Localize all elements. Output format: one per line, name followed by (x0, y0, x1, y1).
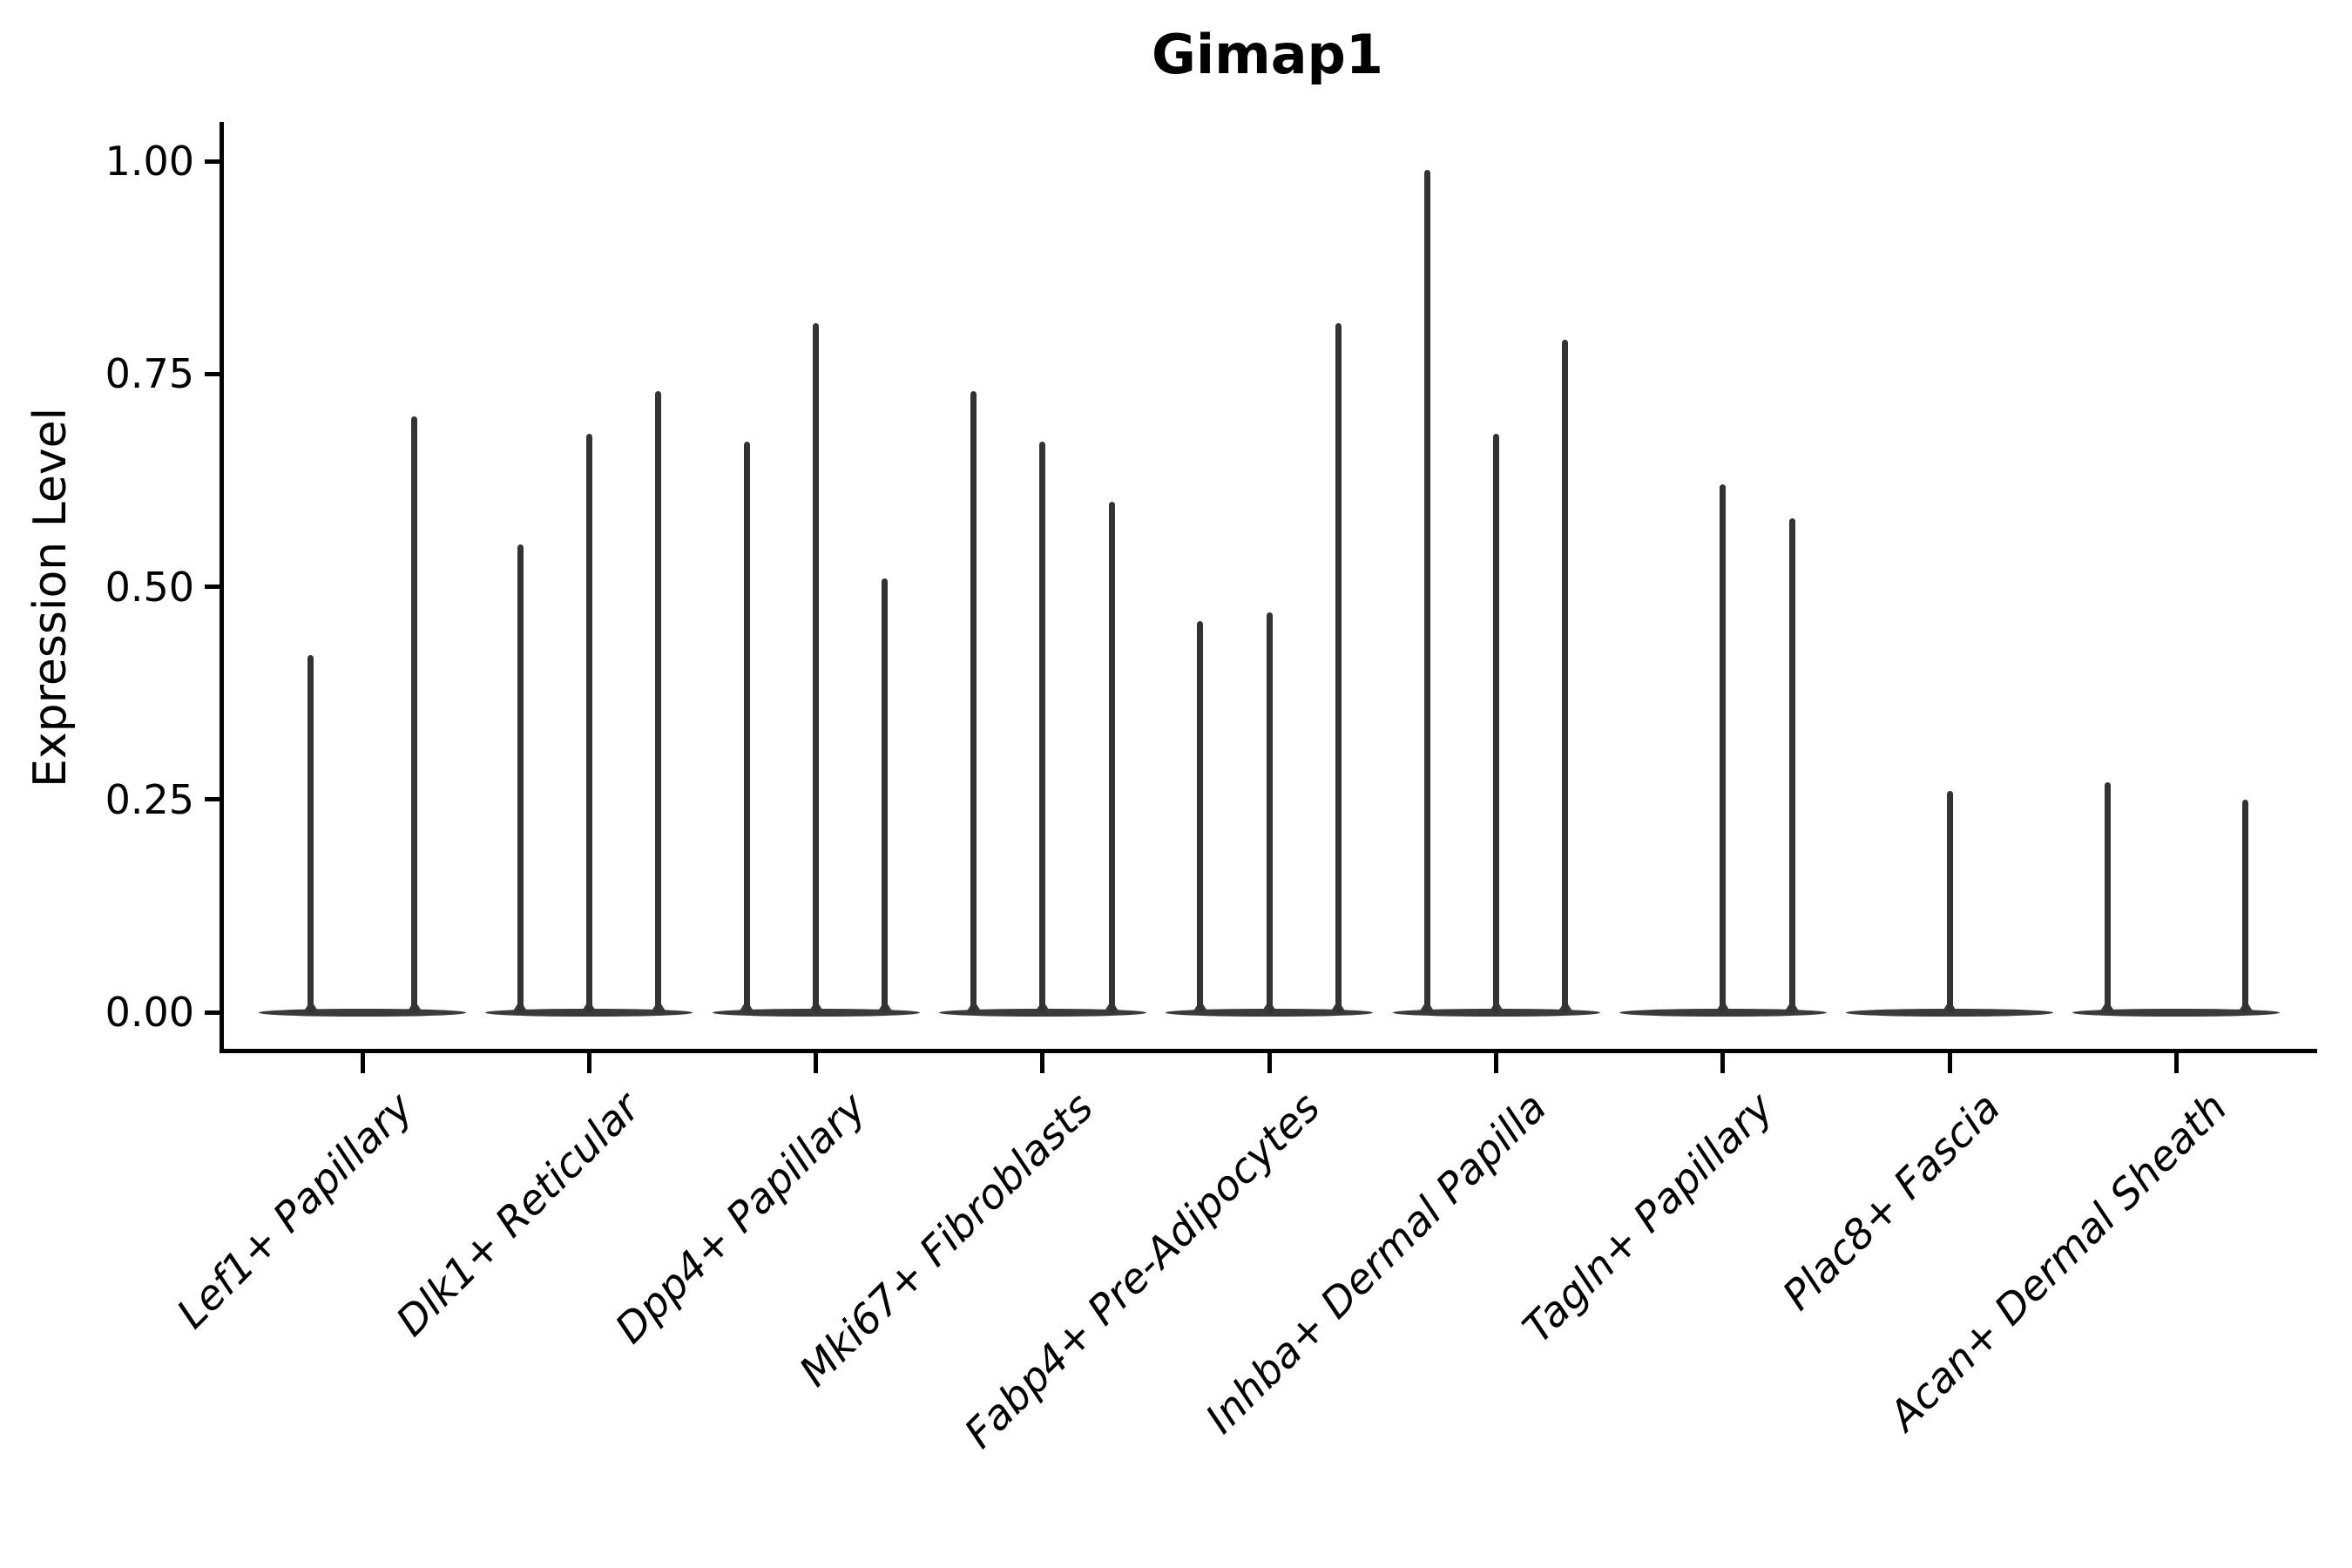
violin-spike (1493, 433, 1499, 1012)
violin-spike (308, 654, 314, 1012)
violin-baseline (2072, 1008, 2281, 1017)
x-tick (1947, 1053, 1952, 1073)
y-tick-label: 1.00 (105, 138, 194, 185)
y-tick (205, 797, 220, 802)
x-tick (1494, 1053, 1498, 1073)
x-tick-label: Lef1+ Papillary (167, 1084, 422, 1339)
violin-baseline (259, 1008, 466, 1017)
x-tick (586, 1053, 591, 1073)
violin-spike (813, 322, 820, 1012)
violin-baseline (1166, 1008, 1374, 1017)
violin-spike (882, 578, 889, 1012)
violin-spike (1562, 340, 1569, 1012)
x-tick-label: Plac8+ Fascia (1773, 1084, 2011, 1321)
y-tick (205, 159, 220, 164)
violin-spike (970, 390, 977, 1012)
y-tick (205, 1010, 220, 1015)
y-tick-label: 0.00 (105, 989, 194, 1036)
y-tick-label: 0.50 (105, 563, 194, 611)
violin-spike (1266, 612, 1273, 1012)
y-tick-label: 0.75 (105, 350, 194, 398)
violin-spike (1946, 790, 1953, 1012)
x-tick (2173, 1053, 2179, 1073)
y-tick-label: 0.25 (105, 775, 194, 823)
violin-spike (1197, 620, 1204, 1012)
violin-baseline (1846, 1008, 2054, 1017)
violin-spike (2104, 782, 2111, 1012)
x-tick (814, 1053, 819, 1073)
violin-baseline (485, 1008, 693, 1017)
violin-spike (517, 544, 524, 1012)
violin-spike (1788, 518, 1795, 1012)
violin-baseline (1392, 1008, 1600, 1017)
chart-title: Gimap1 (1151, 23, 1384, 86)
violin-spike (1039, 442, 1046, 1012)
x-axis-spine (220, 1049, 2317, 1053)
x-tick-label: Dlk1+ Reticular (387, 1084, 650, 1346)
violin-spike (1720, 484, 1727, 1012)
violin-spike (743, 442, 750, 1012)
x-tick (1040, 1053, 1045, 1073)
violin-spike (2242, 799, 2249, 1012)
x-tick-label: Dpp4+ Papillary (606, 1084, 876, 1354)
violin-baseline (938, 1008, 1146, 1017)
violin-spike (411, 416, 417, 1012)
violin-spike (1335, 322, 1342, 1012)
violin-spike (655, 390, 662, 1012)
violin-spike (1108, 501, 1115, 1012)
violin-baseline (1619, 1008, 1827, 1017)
violin-spike (585, 433, 592, 1012)
violin-baseline (712, 1008, 920, 1017)
y-tick (205, 371, 220, 376)
violin-spike (1423, 169, 1430, 1012)
x-tick-label: Tagln+ Papillary (1513, 1084, 1783, 1353)
y-tick (205, 585, 220, 589)
x-tick (1267, 1053, 1272, 1073)
y-axis-spine (220, 122, 224, 1053)
x-tick (360, 1053, 365, 1073)
x-tick (1720, 1053, 1726, 1073)
